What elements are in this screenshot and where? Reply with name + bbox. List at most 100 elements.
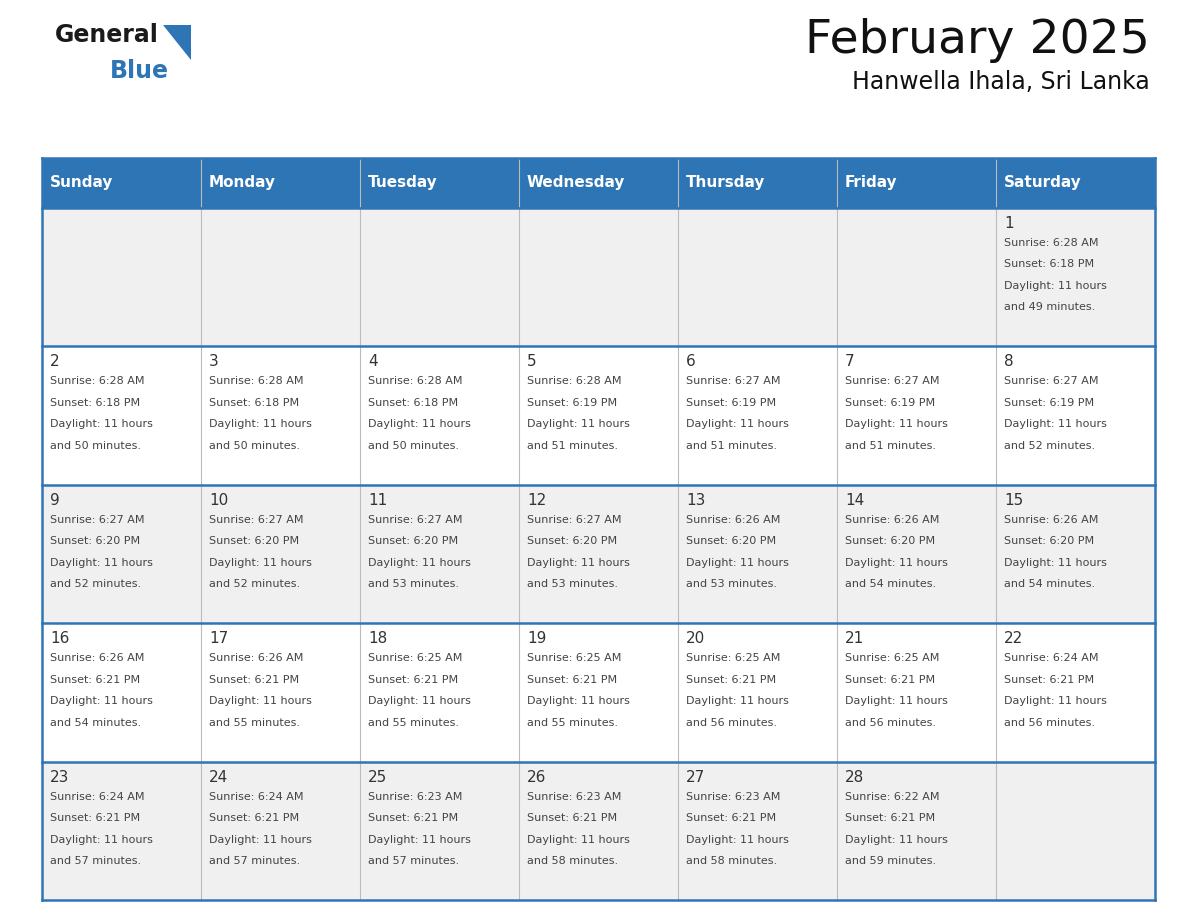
Text: and 53 minutes.: and 53 minutes. xyxy=(527,579,618,589)
Bar xyxy=(201,485,360,623)
Text: Sunset: 6:19 PM: Sunset: 6:19 PM xyxy=(1004,397,1094,408)
Text: Daylight: 11 hours: Daylight: 11 hours xyxy=(1004,558,1107,567)
Bar xyxy=(678,208,838,346)
Text: Sunrise: 6:25 AM: Sunrise: 6:25 AM xyxy=(685,654,781,663)
Text: Sunset: 6:21 PM: Sunset: 6:21 PM xyxy=(527,813,617,823)
Text: 10: 10 xyxy=(209,493,228,508)
Bar xyxy=(678,623,838,762)
Text: 4: 4 xyxy=(368,354,378,369)
Text: Sunrise: 6:28 AM: Sunrise: 6:28 AM xyxy=(50,376,145,386)
Text: and 53 minutes.: and 53 minutes. xyxy=(368,579,459,589)
Bar xyxy=(42,762,201,900)
Text: Sunset: 6:21 PM: Sunset: 6:21 PM xyxy=(50,675,140,685)
Text: Daylight: 11 hours: Daylight: 11 hours xyxy=(527,696,630,706)
Text: 25: 25 xyxy=(368,769,387,785)
Bar xyxy=(201,208,360,346)
Text: Sunrise: 6:24 AM: Sunrise: 6:24 AM xyxy=(1004,654,1099,663)
Text: Sunrise: 6:28 AM: Sunrise: 6:28 AM xyxy=(1004,238,1099,248)
Text: Sunset: 6:18 PM: Sunset: 6:18 PM xyxy=(368,397,459,408)
Text: Sunset: 6:20 PM: Sunset: 6:20 PM xyxy=(209,536,299,546)
Bar xyxy=(42,346,201,485)
Text: and 58 minutes.: and 58 minutes. xyxy=(685,856,777,866)
Text: Sunset: 6:21 PM: Sunset: 6:21 PM xyxy=(368,813,459,823)
Text: and 57 minutes.: and 57 minutes. xyxy=(209,856,301,866)
Text: Blue: Blue xyxy=(110,59,169,83)
Text: and 56 minutes.: and 56 minutes. xyxy=(685,718,777,728)
Text: Sunrise: 6:26 AM: Sunrise: 6:26 AM xyxy=(50,654,144,663)
Text: and 52 minutes.: and 52 minutes. xyxy=(50,579,141,589)
Text: Sunrise: 6:27 AM: Sunrise: 6:27 AM xyxy=(685,376,781,386)
Text: Daylight: 11 hours: Daylight: 11 hours xyxy=(368,420,470,430)
Text: Daylight: 11 hours: Daylight: 11 hours xyxy=(50,420,153,430)
Text: Sunrise: 6:25 AM: Sunrise: 6:25 AM xyxy=(527,654,621,663)
Text: Sunrise: 6:23 AM: Sunrise: 6:23 AM xyxy=(527,791,621,801)
Text: 9: 9 xyxy=(50,493,59,508)
Bar xyxy=(996,623,1155,762)
Text: Sunset: 6:21 PM: Sunset: 6:21 PM xyxy=(50,813,140,823)
Text: Daylight: 11 hours: Daylight: 11 hours xyxy=(368,696,470,706)
Text: Sunrise: 6:26 AM: Sunrise: 6:26 AM xyxy=(209,654,303,663)
Text: 19: 19 xyxy=(527,632,546,646)
Text: and 52 minutes.: and 52 minutes. xyxy=(1004,441,1095,451)
Text: Sunset: 6:20 PM: Sunset: 6:20 PM xyxy=(527,536,617,546)
Text: Daylight: 11 hours: Daylight: 11 hours xyxy=(1004,420,1107,430)
Text: and 53 minutes.: and 53 minutes. xyxy=(685,579,777,589)
Text: Sunrise: 6:27 AM: Sunrise: 6:27 AM xyxy=(209,515,303,525)
Text: Daylight: 11 hours: Daylight: 11 hours xyxy=(209,558,311,567)
Bar xyxy=(360,485,519,623)
Text: Sunset: 6:21 PM: Sunset: 6:21 PM xyxy=(209,813,299,823)
Text: Sunrise: 6:28 AM: Sunrise: 6:28 AM xyxy=(527,376,621,386)
Text: Sunset: 6:19 PM: Sunset: 6:19 PM xyxy=(685,397,776,408)
Text: Daylight: 11 hours: Daylight: 11 hours xyxy=(1004,696,1107,706)
Bar xyxy=(519,485,678,623)
Text: and 54 minutes.: and 54 minutes. xyxy=(1004,579,1095,589)
Text: Daylight: 11 hours: Daylight: 11 hours xyxy=(845,420,948,430)
Text: and 50 minutes.: and 50 minutes. xyxy=(368,441,459,451)
Text: Daylight: 11 hours: Daylight: 11 hours xyxy=(1004,281,1107,291)
Text: and 50 minutes.: and 50 minutes. xyxy=(50,441,141,451)
Text: Daylight: 11 hours: Daylight: 11 hours xyxy=(527,420,630,430)
Text: 14: 14 xyxy=(845,493,864,508)
Text: Sunrise: 6:27 AM: Sunrise: 6:27 AM xyxy=(845,376,940,386)
Text: 11: 11 xyxy=(368,493,387,508)
Text: Saturday: Saturday xyxy=(1004,175,1082,191)
Bar xyxy=(519,346,678,485)
Text: Monday: Monday xyxy=(209,175,276,191)
Text: Sunset: 6:19 PM: Sunset: 6:19 PM xyxy=(845,397,935,408)
Text: Sunrise: 6:27 AM: Sunrise: 6:27 AM xyxy=(368,515,462,525)
Text: Sunrise: 6:28 AM: Sunrise: 6:28 AM xyxy=(209,376,303,386)
Text: Daylight: 11 hours: Daylight: 11 hours xyxy=(50,558,153,567)
Bar xyxy=(678,762,838,900)
Text: and 55 minutes.: and 55 minutes. xyxy=(209,718,299,728)
Text: Sunrise: 6:24 AM: Sunrise: 6:24 AM xyxy=(209,791,303,801)
Bar xyxy=(838,762,996,900)
Text: 7: 7 xyxy=(845,354,854,369)
Text: and 49 minutes.: and 49 minutes. xyxy=(1004,302,1095,312)
Text: Sunrise: 6:26 AM: Sunrise: 6:26 AM xyxy=(685,515,781,525)
Text: Sunrise: 6:27 AM: Sunrise: 6:27 AM xyxy=(50,515,145,525)
Text: Sunset: 6:21 PM: Sunset: 6:21 PM xyxy=(209,675,299,685)
Text: Sunrise: 6:22 AM: Sunrise: 6:22 AM xyxy=(845,791,940,801)
Text: Daylight: 11 hours: Daylight: 11 hours xyxy=(845,834,948,845)
Bar xyxy=(678,485,838,623)
Text: Sunrise: 6:27 AM: Sunrise: 6:27 AM xyxy=(1004,376,1099,386)
Text: 3: 3 xyxy=(209,354,219,369)
Text: Daylight: 11 hours: Daylight: 11 hours xyxy=(368,558,470,567)
Text: Daylight: 11 hours: Daylight: 11 hours xyxy=(368,834,470,845)
Bar xyxy=(42,208,201,346)
Text: Sunset: 6:20 PM: Sunset: 6:20 PM xyxy=(368,536,459,546)
Bar xyxy=(42,485,201,623)
Text: 23: 23 xyxy=(50,769,69,785)
Text: Sunset: 6:18 PM: Sunset: 6:18 PM xyxy=(1004,260,1094,270)
Text: Sunset: 6:20 PM: Sunset: 6:20 PM xyxy=(685,536,776,546)
Text: Daylight: 11 hours: Daylight: 11 hours xyxy=(209,834,311,845)
Text: Sunset: 6:21 PM: Sunset: 6:21 PM xyxy=(368,675,459,685)
Text: and 55 minutes.: and 55 minutes. xyxy=(368,718,459,728)
Text: Sunset: 6:18 PM: Sunset: 6:18 PM xyxy=(50,397,140,408)
Text: Sunset: 6:20 PM: Sunset: 6:20 PM xyxy=(845,536,935,546)
Bar xyxy=(838,485,996,623)
Text: Daylight: 11 hours: Daylight: 11 hours xyxy=(527,558,630,567)
Text: and 59 minutes.: and 59 minutes. xyxy=(845,856,936,866)
Text: and 54 minutes.: and 54 minutes. xyxy=(845,579,936,589)
Bar xyxy=(360,623,519,762)
